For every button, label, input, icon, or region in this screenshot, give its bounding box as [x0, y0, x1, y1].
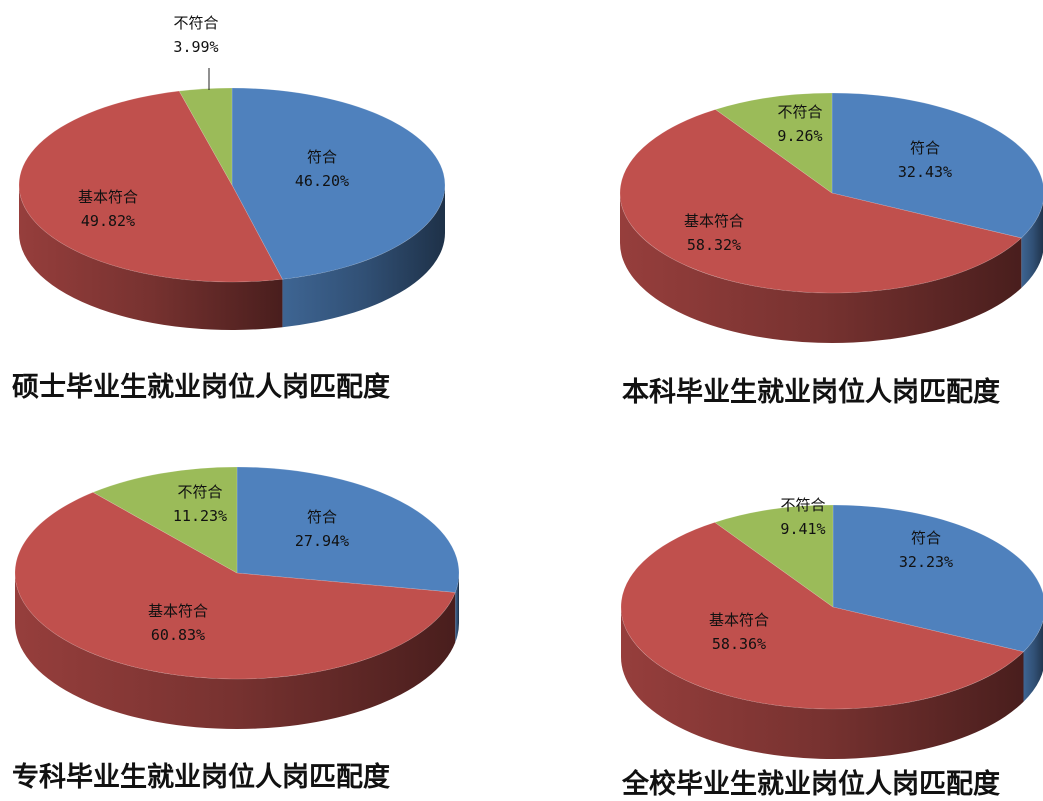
chart-title: 全校毕业生就业岗位人岗匹配度: [622, 769, 1000, 800]
slice-category-label: 不符合: [780, 496, 825, 514]
slice-value-label: 27.94%: [295, 532, 349, 550]
slice-category-label: 不符合: [173, 14, 218, 32]
chart-title: 本科毕业生就业岗位人岗匹配度: [622, 377, 1000, 408]
slice-side-1: [282, 185, 445, 328]
slice-category-label: 符合: [307, 508, 337, 526]
slice-side-1: [1021, 202, 1043, 288]
pie-chart-2: 符合 32.43% 基本符合 58.32% 不符合 9.26%: [619, 92, 1043, 343]
slice-side-2: [620, 193, 1022, 343]
slice-value-label: 58.36%: [712, 635, 766, 653]
slice-value-label: 58.32%: [687, 236, 741, 254]
slice-category-label: 基本符合: [148, 602, 208, 620]
chart-title: 专科毕业生就业岗位人岗匹配度: [12, 762, 390, 793]
slice-value-label: 9.41%: [780, 520, 825, 538]
slice-side-2: [19, 185, 283, 330]
slice-3: [714, 504, 834, 608]
slice-side-2: [15, 573, 456, 729]
slice-value-label: 11.23%: [173, 507, 227, 525]
slice-side-2: [621, 607, 1024, 760]
slice-side-1: [455, 573, 459, 643]
chart-title: 硕士毕业生就业岗位人岗匹配度: [12, 372, 390, 403]
slice-value-label: 3.99%: [173, 38, 218, 56]
pie-chart-3: 符合 27.94% 基本符合 60.83% 不符合 11.23%: [14, 466, 460, 729]
slice-side-1: [1023, 620, 1043, 702]
slice-3: [178, 87, 233, 187]
slice-2: [18, 90, 283, 283]
slice-value-label: 49.82%: [81, 212, 135, 230]
pie-chart-4: 符合 32.23% 基本符合 58.36% 不符合 9.41%: [620, 496, 1043, 760]
slice-3: [714, 92, 833, 194]
slice-value-label: 60.83%: [151, 626, 205, 644]
slice-value-label: 32.23%: [899, 553, 953, 571]
slice-1: [236, 466, 460, 593]
slice-value-label: 46.20%: [295, 172, 349, 190]
slice-category-label: 不符合: [177, 483, 222, 501]
slice-category-label: 基本符合: [684, 212, 744, 230]
slice-category-label: 基本符合: [709, 611, 769, 629]
slice-1: [231, 87, 446, 280]
slice-2: [619, 109, 1022, 294]
slice-2: [14, 491, 456, 680]
slice-value-label: 32.43%: [898, 163, 952, 181]
pie-chart-1: 符合 46.20% 基本符合 49.82% 不符合 3.99%: [18, 14, 446, 330]
slice-1: [832, 504, 1043, 653]
slice-category-label: 基本符合: [78, 188, 138, 206]
slice-category-label: 符合: [911, 529, 941, 547]
slice-value-label: 9.26%: [777, 127, 822, 145]
slice-category-label: 符合: [307, 148, 337, 166]
slice-category-label: 符合: [910, 139, 940, 157]
slice-3: [92, 466, 238, 574]
slice-1: [831, 92, 1043, 239]
slice-2: [620, 521, 1025, 710]
slice-category-label: 不符合: [777, 103, 822, 121]
